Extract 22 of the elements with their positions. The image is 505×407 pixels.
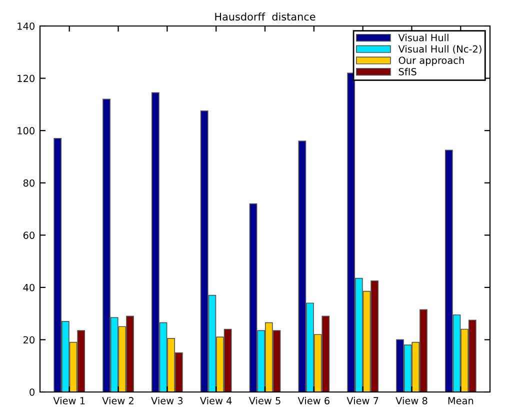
y-tick-label: 80 bbox=[23, 179, 34, 187]
y-tick-label: 0 bbox=[30, 388, 34, 396]
chart-title: Hausdorff distance bbox=[215, 12, 316, 21]
x-tick-label: View 2 bbox=[102, 396, 134, 404]
legend-label: Visual Hull bbox=[398, 34, 448, 42]
x-tick-label: View 1 bbox=[53, 396, 85, 404]
legend-label: SfIS bbox=[398, 68, 416, 76]
legend-label: Visual Hull (Nc-2) bbox=[398, 45, 482, 54]
y-tick-label: 120 bbox=[18, 74, 34, 82]
x-tick-label: View 3 bbox=[151, 396, 183, 404]
y-tick-label: 20 bbox=[23, 336, 34, 344]
legend-label: Our approach bbox=[398, 56, 464, 66]
y-tick-label: 40 bbox=[23, 284, 34, 292]
x-tick-label: View 6 bbox=[298, 396, 330, 404]
x-tick-label: Mean bbox=[448, 397, 474, 404]
y-tick-label: 60 bbox=[23, 232, 34, 239]
y-tick-label: 100 bbox=[18, 127, 34, 134]
x-tick-label: View 5 bbox=[248, 396, 280, 404]
x-tick-label: View 7 bbox=[346, 396, 378, 404]
y-tick-label: 140 bbox=[18, 22, 34, 30]
x-tick-label: View 8 bbox=[396, 396, 428, 404]
x-tick-label: View 4 bbox=[200, 396, 232, 404]
